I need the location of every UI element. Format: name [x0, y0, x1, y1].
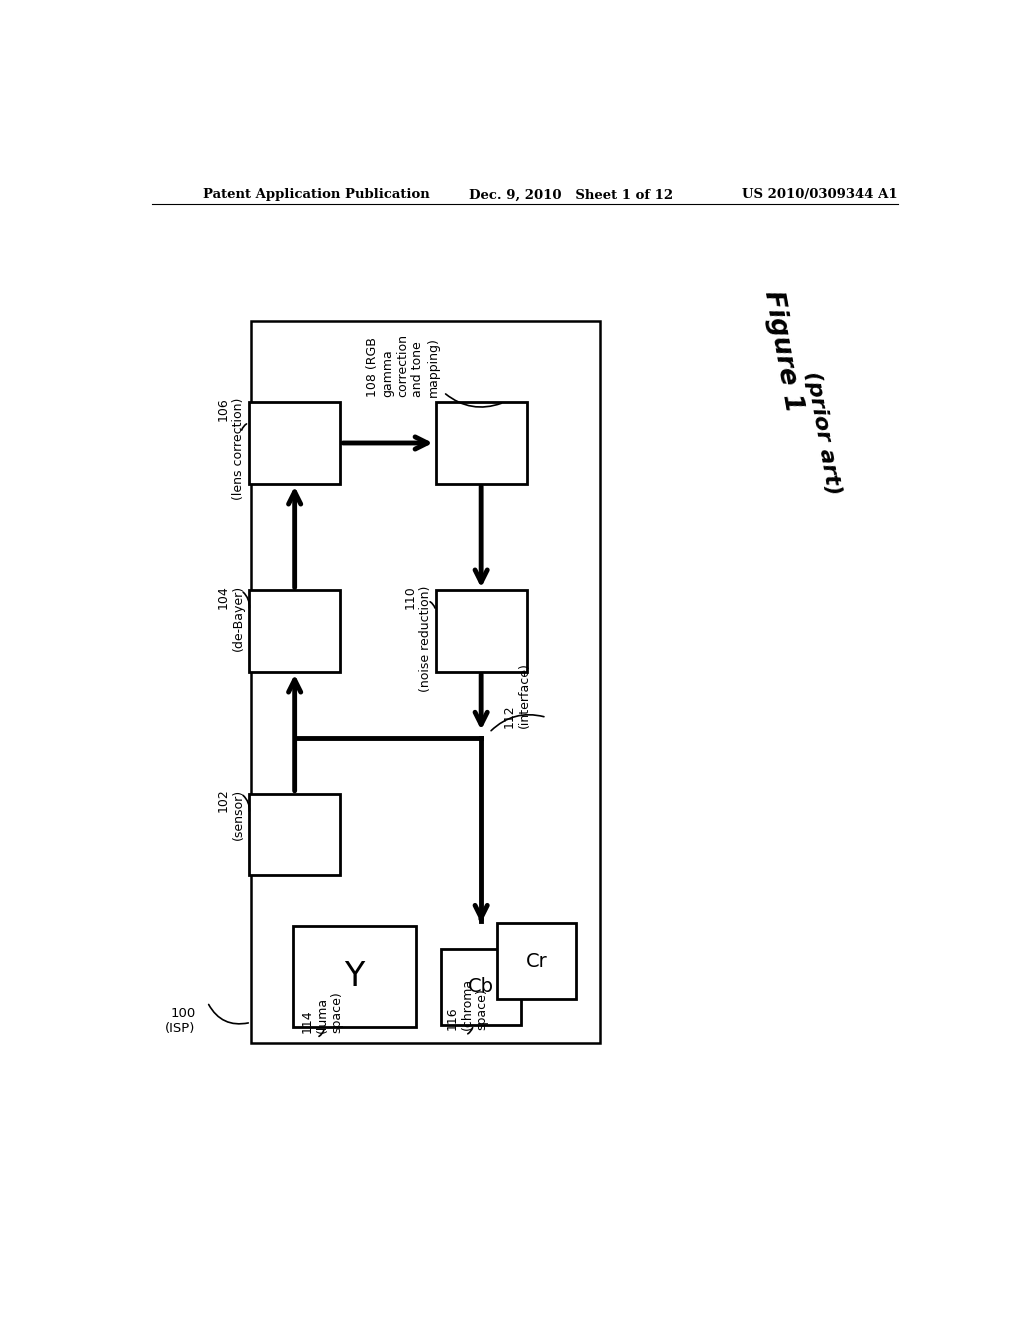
Text: US 2010/0309344 A1: US 2010/0309344 A1: [742, 189, 898, 202]
Text: Patent Application Publication: Patent Application Publication: [204, 189, 430, 202]
Text: Cr: Cr: [526, 952, 548, 970]
Text: Cb: Cb: [468, 977, 495, 997]
Text: Dec. 9, 2010   Sheet 1 of 12: Dec. 9, 2010 Sheet 1 of 12: [469, 189, 674, 202]
Text: Figure 1: Figure 1: [759, 289, 806, 414]
Text: 106
(lens correction): 106 (lens correction): [217, 397, 245, 500]
Bar: [249, 403, 340, 483]
Text: 100
(ISP): 100 (ISP): [165, 1007, 196, 1035]
Bar: [251, 321, 600, 1043]
Text: 112
(interface): 112 (interface): [503, 661, 530, 727]
Text: Y: Y: [344, 960, 365, 993]
Bar: [435, 590, 526, 672]
Bar: [497, 923, 577, 999]
Bar: [249, 590, 340, 672]
Text: 114
(luma
space): 114 (luma space): [301, 991, 344, 1032]
Text: (prior art): (prior art): [802, 370, 843, 496]
Bar: [441, 949, 521, 1024]
Bar: [293, 925, 416, 1027]
Text: 108 (RGB
gamma
correction
and tone
mapping): 108 (RGB gamma correction and tone mappi…: [367, 334, 439, 397]
Text: 104
(de-Bayer): 104 (de-Bayer): [217, 585, 245, 651]
Text: 116
(chroma
space): 116 (chroma space): [445, 978, 488, 1030]
Text: 110
(noise reduction): 110 (noise reduction): [403, 585, 431, 692]
Bar: [435, 403, 526, 483]
Bar: [249, 793, 340, 875]
Text: 102
(sensor): 102 (sensor): [217, 788, 245, 840]
